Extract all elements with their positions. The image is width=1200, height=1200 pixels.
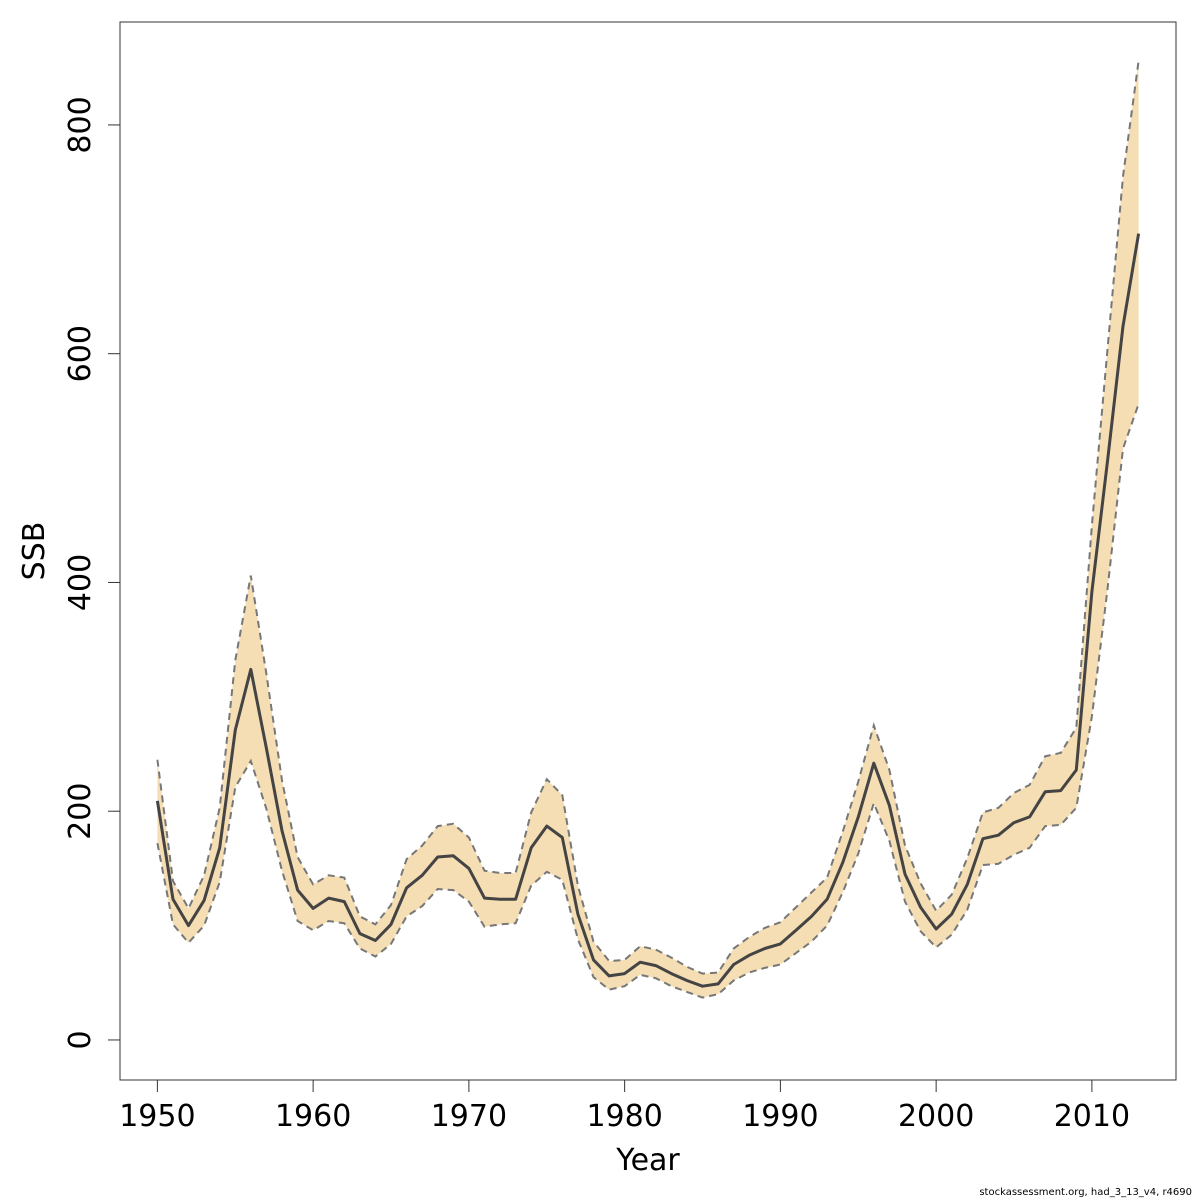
confidence-band	[157, 61, 1138, 998]
y-tick-label: 200	[63, 783, 98, 840]
x-tick-label: 1980	[586, 1099, 662, 1134]
y-axis: 0 200 400 600 800	[63, 96, 120, 1049]
x-axis: 1950 1960 1970 1980 1990 2000 2010	[119, 1080, 1130, 1134]
y-tick-label: 600	[63, 325, 98, 382]
x-tick-label: 1990	[742, 1099, 818, 1134]
x-tick-label: 1950	[119, 1099, 195, 1134]
plot-frame	[120, 22, 1176, 1080]
y-axis-title: SSB	[17, 522, 52, 581]
footer-credit: stockassessment.org, had_3_13_v4, r4690	[979, 1187, 1192, 1198]
x-tick-label: 2000	[898, 1099, 974, 1134]
y-tick-label: 0	[63, 1030, 98, 1049]
x-axis-title: Year	[615, 1143, 680, 1178]
x-tick-label: 1960	[275, 1099, 351, 1134]
confidence-band-layer	[157, 61, 1138, 998]
y-tick-label: 800	[63, 96, 98, 153]
x-tick-label: 1970	[431, 1099, 507, 1134]
x-tick-label: 2010	[1054, 1099, 1130, 1134]
y-tick-label: 400	[63, 554, 98, 611]
